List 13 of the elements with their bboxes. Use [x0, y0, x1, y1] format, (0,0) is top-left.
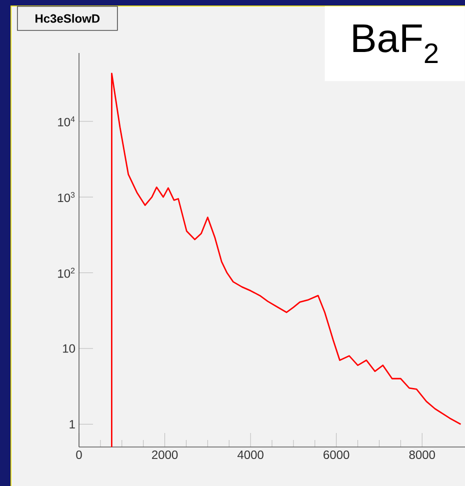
- x-tick-label: 0: [76, 450, 82, 460]
- annotation: BaF$_{2}$: [353, 24, 438, 63]
- x-tick-label: 8000: [409, 450, 435, 460]
- x-tick-label: 2000: [152, 450, 178, 460]
- y-tick-label: 1: [70, 420, 75, 428]
- y-tick-label: 10: [63, 344, 76, 353]
- chart-title: Hc3eSlowD: [36, 14, 100, 23]
- line-series: [110, 72, 462, 447]
- x-tick-label: 6000: [324, 450, 350, 460]
- y-tick-label: 10$^{2}$: [58, 268, 75, 278]
- y-tick-label: 10$^{4}$: [58, 116, 75, 126]
- x-tick-label: 4000: [237, 450, 264, 460]
- y-tick-label: 10$^{3}$: [58, 192, 75, 202]
